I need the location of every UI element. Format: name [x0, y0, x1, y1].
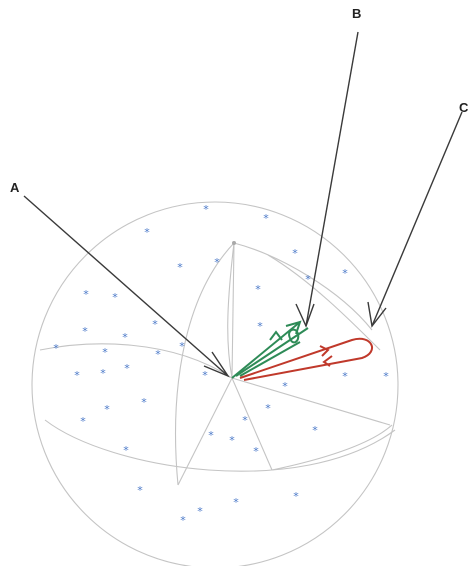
callout-line-b	[305, 31, 359, 327]
green-loop	[288, 328, 300, 344]
label-a: A	[10, 180, 20, 195]
star-marker: *	[152, 318, 158, 331]
star-marker: *	[208, 429, 214, 442]
star-marker: *	[312, 424, 318, 437]
star-marker: *	[141, 396, 147, 409]
callout-c: C	[367, 100, 469, 328]
star-marker: *	[82, 325, 88, 338]
left-latitude-arc	[39, 343, 233, 379]
star-marker: *	[100, 367, 106, 380]
star-marker: *	[233, 496, 239, 509]
star-marker: *	[282, 380, 288, 393]
callout-b: B	[295, 6, 361, 328]
sphere	[31, 201, 399, 566]
green-arrowhead-1	[285, 320, 302, 335]
green-vector-2	[235, 327, 309, 377]
star-marker: *	[155, 348, 161, 361]
inner-meridian-arc	[227, 242, 235, 379]
callout-line-a	[23, 195, 229, 377]
star-marker: *	[53, 342, 59, 355]
star-marker: *	[383, 370, 389, 383]
star-marker: *	[102, 346, 108, 359]
star-marker: *	[229, 434, 235, 447]
star-marker: *	[293, 490, 299, 503]
star-marker: *	[112, 291, 118, 304]
star-marker: *	[144, 226, 150, 239]
sphere-outline	[31, 201, 399, 566]
pole-mark	[232, 241, 236, 245]
star-marker: *	[137, 484, 143, 497]
red-vectors	[239, 337, 373, 381]
star-marker: *	[124, 362, 130, 375]
star-marker: *	[305, 273, 311, 286]
equator-arc	[44, 419, 396, 472]
lens-to-right-rim	[231, 377, 391, 426]
lens-right-upper	[267, 254, 381, 351]
star-marker: *	[257, 320, 263, 333]
callout-arrowhead-a	[203, 351, 230, 378]
left-meridian-arc	[175, 242, 235, 486]
callout-arrowhead-b	[295, 303, 315, 328]
label-c: C	[459, 100, 469, 115]
star-marker: *	[74, 369, 80, 382]
star-marker: *	[342, 267, 348, 280]
lens-to-lower-right	[231, 377, 273, 471]
star-marker: *	[180, 514, 186, 527]
star-field: * * * * * * * * * * * * * * * * * * * * * * * * * * * * * * * * * * * * * * * *…	[53, 203, 389, 527]
star-marker: *	[203, 203, 209, 216]
star-marker: *	[122, 331, 128, 344]
upper-latitude-arc	[233, 242, 373, 331]
label-b: B	[352, 6, 361, 21]
star-marker: *	[214, 256, 220, 269]
star-marker: *	[83, 288, 89, 301]
star-marker: *	[255, 283, 261, 296]
star-marker: *	[202, 369, 208, 382]
lens-to-bottom	[177, 377, 233, 486]
star-marker: *	[177, 261, 183, 274]
star-marker: *	[179, 340, 185, 353]
star-marker: *	[123, 444, 129, 457]
lens-upper-edge	[231, 242, 235, 379]
red-arrowhead-2	[322, 355, 333, 367]
callout-a: A	[10, 180, 230, 378]
red-arrowhead-1	[319, 345, 330, 357]
star-marker: *	[80, 415, 86, 428]
green-vectors	[231, 320, 309, 379]
star-marker: *	[104, 403, 110, 416]
callout-arrowhead-c	[367, 301, 387, 328]
star-marker: *	[242, 414, 248, 427]
star-marker: *	[197, 505, 203, 518]
green-arrowhead-2	[269, 330, 283, 341]
star-marker: *	[265, 402, 271, 415]
green-vector-3	[239, 341, 301, 377]
red-vector-upper	[239, 337, 373, 381]
right-lower-arc	[271, 424, 393, 471]
star-marker: *	[292, 247, 298, 260]
callout-line-c	[371, 111, 463, 327]
green-vector-1	[231, 321, 301, 379]
star-marker: *	[253, 445, 259, 458]
star-marker: *	[263, 212, 269, 225]
star-marker: *	[342, 370, 348, 383]
